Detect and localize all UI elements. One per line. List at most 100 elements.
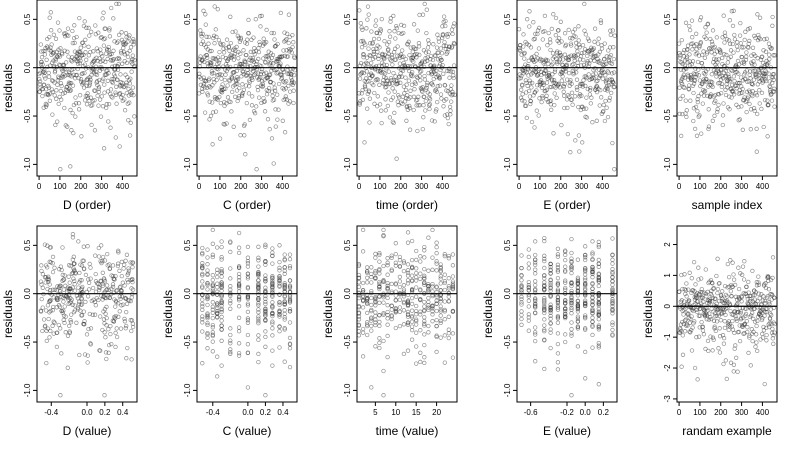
data-point xyxy=(362,140,367,145)
data-point xyxy=(61,308,66,313)
data-point xyxy=(200,252,205,257)
data-point xyxy=(731,89,736,95)
x-tick-label: 10 xyxy=(391,408,400,417)
data-point xyxy=(42,242,48,247)
data-point xyxy=(214,77,219,83)
data-point xyxy=(111,319,117,324)
data-point xyxy=(683,20,689,25)
data-point xyxy=(228,332,233,338)
data-point xyxy=(208,113,214,119)
data-point xyxy=(708,334,713,339)
data-point xyxy=(87,80,93,85)
data-point xyxy=(533,287,538,292)
data-point xyxy=(129,328,134,334)
data-point xyxy=(393,310,398,315)
data-point xyxy=(104,287,109,293)
data-point xyxy=(263,344,268,349)
data-point xyxy=(579,93,584,98)
data-point xyxy=(410,49,415,54)
data-point xyxy=(415,128,420,134)
data-point xyxy=(67,280,72,285)
data-point xyxy=(548,330,553,335)
data-point xyxy=(600,70,605,75)
data-point xyxy=(385,54,390,59)
data-point xyxy=(225,95,231,100)
data-point xyxy=(70,110,75,116)
y-tick-label: 0.0 xyxy=(343,62,352,74)
data-point xyxy=(80,71,85,76)
data-point xyxy=(119,259,124,265)
data-point xyxy=(215,354,220,359)
data-point xyxy=(575,298,581,303)
data-point xyxy=(111,290,116,295)
data-point xyxy=(533,282,538,288)
data-point xyxy=(416,94,421,99)
data-point xyxy=(719,81,725,87)
data-point xyxy=(38,42,43,47)
data-point xyxy=(365,323,370,329)
data-point xyxy=(677,53,683,58)
data-point xyxy=(575,285,581,291)
data-point xyxy=(584,106,589,111)
data-point xyxy=(745,96,750,101)
data-point xyxy=(381,311,386,316)
data-point xyxy=(716,92,722,97)
data-point xyxy=(755,348,760,354)
data-point xyxy=(739,55,745,60)
data-point xyxy=(416,41,422,46)
data-point xyxy=(409,82,415,87)
data-point xyxy=(699,276,704,281)
data-point xyxy=(199,34,204,39)
data-point xyxy=(98,114,104,119)
data-point xyxy=(689,314,694,319)
data-point xyxy=(681,54,687,59)
data-point xyxy=(45,303,51,308)
data-point xyxy=(210,325,215,330)
data-point xyxy=(96,281,101,286)
data-point xyxy=(692,126,698,132)
data-point xyxy=(695,59,701,65)
x-tick-label: 0.2 xyxy=(598,408,610,417)
x-tick-label: 400 xyxy=(116,182,130,191)
data-point xyxy=(534,108,539,113)
plot-frame xyxy=(196,225,298,403)
x-tick-label: 200 xyxy=(714,182,728,191)
data-point xyxy=(418,312,423,317)
data-point xyxy=(93,289,99,294)
data-point xyxy=(737,81,742,86)
data-point xyxy=(109,273,114,278)
x-tick-label: 100 xyxy=(53,182,67,191)
data-point xyxy=(386,90,391,95)
y-axis-title: residuals xyxy=(1,290,15,338)
data-point xyxy=(377,102,383,107)
data-point xyxy=(100,58,105,63)
data-point xyxy=(94,72,100,78)
data-point xyxy=(684,56,689,61)
data-point xyxy=(231,47,236,52)
data-point xyxy=(533,271,538,276)
data-point xyxy=(53,122,58,128)
x-tick-label: -0.2 xyxy=(560,408,574,417)
data-point xyxy=(249,37,254,42)
y-tick-label: -0.5 xyxy=(503,109,512,123)
data-point xyxy=(583,255,588,260)
x-tick-label: 300 xyxy=(95,182,109,191)
data-point xyxy=(434,245,439,250)
data-point xyxy=(409,301,415,307)
data-point xyxy=(736,62,742,67)
data-point xyxy=(727,324,732,329)
data-point xyxy=(677,51,682,56)
data-point xyxy=(250,94,255,99)
data-point xyxy=(291,100,296,106)
data-point xyxy=(385,354,390,360)
data-point xyxy=(734,355,739,360)
data-point xyxy=(730,41,735,47)
data-point xyxy=(76,299,82,304)
data-point xyxy=(710,41,715,47)
data-point xyxy=(253,17,258,22)
data-point xyxy=(228,14,233,19)
data-point xyxy=(446,331,451,336)
data-point xyxy=(264,27,269,33)
data-point xyxy=(59,83,64,89)
data-point xyxy=(533,332,538,337)
